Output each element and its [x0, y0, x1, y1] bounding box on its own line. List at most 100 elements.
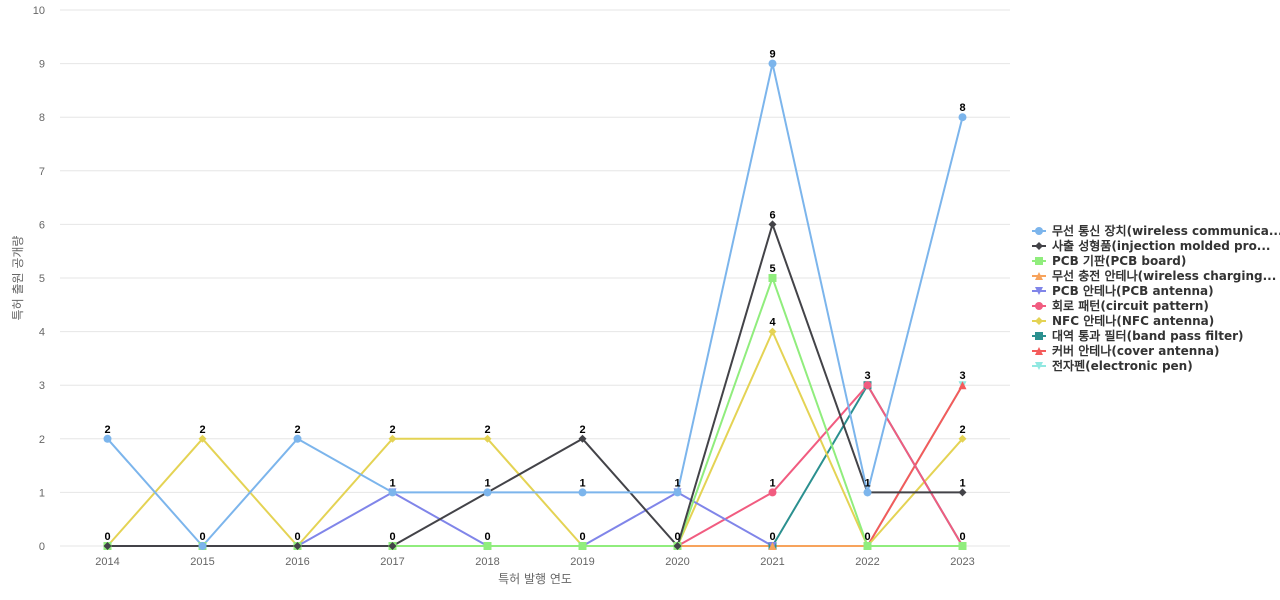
data-label: 0: [389, 531, 395, 543]
data-point: [293, 434, 302, 443]
legend-item[interactable]: 커버 안테나(cover antenna): [1032, 343, 1219, 358]
legend-label: 전자펜(electronic pen): [1052, 358, 1193, 373]
data-label: 2: [579, 424, 585, 436]
data-point: [198, 434, 207, 443]
data-point: [578, 542, 587, 550]
series-line: [106, 62, 964, 547]
x-tick-label: 2016: [285, 556, 309, 568]
data-label: 6: [769, 209, 775, 221]
data-point: [863, 381, 872, 390]
legend-marker: [1035, 242, 1043, 250]
legend-marker: [1035, 227, 1043, 235]
data-point: [388, 434, 397, 443]
data-point: [768, 327, 777, 336]
data-label: 2: [199, 424, 205, 436]
series-line: [107, 277, 963, 547]
data-label: 0: [104, 531, 110, 543]
y-tick-label: 9: [39, 59, 45, 71]
series-lines: [106, 62, 964, 547]
legend-marker: [1035, 257, 1043, 265]
x-axis-title: 특허 발행 연도: [498, 571, 572, 586]
x-tick-label: 2020: [665, 556, 689, 568]
data-label: 1: [579, 477, 585, 489]
x-tick-label: 2017: [380, 556, 404, 568]
data-point: [768, 542, 777, 550]
data-point: [483, 434, 492, 443]
legend: 무선 통신 장치(wireless communica...사출 성형품(inj…: [1032, 223, 1280, 373]
data-point: [198, 542, 207, 550]
data-label: 3: [864, 370, 870, 382]
data-point: [768, 220, 777, 229]
legend-item[interactable]: NFC 안테나(NFC antenna): [1032, 313, 1214, 328]
legend-item[interactable]: 회로 패턴(circuit pattern): [1032, 298, 1209, 313]
data-label: 0: [294, 531, 300, 543]
data-label: 1: [864, 477, 870, 489]
x-tick-label: 2018: [475, 556, 499, 568]
x-tick-label: 2021: [760, 556, 784, 568]
x-axis-ticks: 2014 2015 2016 2017 2018 2019 2020 2021 2022 2023: [95, 556, 974, 568]
legend-item[interactable]: 무선 통신 장치(wireless communica...: [1032, 223, 1280, 238]
legend-marker: [1035, 302, 1043, 310]
legend-item[interactable]: 무선 충전 안테나(wireless charging...: [1032, 268, 1276, 283]
y-tick-label: 5: [39, 273, 45, 285]
legend-marker: [1035, 332, 1043, 340]
x-tick-label: 2014: [95, 556, 119, 568]
data-point: [673, 542, 682, 550]
legend-label: NFC 안테나(NFC antenna): [1052, 313, 1214, 328]
legend-label: PCB 기판(PCB board): [1052, 253, 1186, 268]
legend-item[interactable]: PCB 안테나(PCB antenna): [1032, 283, 1214, 298]
data-label: 0: [674, 531, 680, 543]
data-label: 0: [959, 531, 965, 543]
legend-item[interactable]: 대역 통과 필터(band pass filter): [1032, 328, 1244, 343]
legend-label: 무선 통신 장치(wireless communica...: [1052, 223, 1280, 238]
data-label: 0: [199, 531, 205, 543]
legend-item[interactable]: 전자펜(electronic pen): [1032, 358, 1193, 373]
legend-marker: [1035, 317, 1043, 325]
data-label: 4: [769, 317, 776, 329]
x-tick-label: 2023: [950, 556, 974, 568]
data-point: [768, 488, 777, 497]
legend-label: 무선 충전 안테나(wireless charging...: [1052, 268, 1276, 283]
data-point: [103, 434, 112, 443]
data-point: [768, 59, 777, 68]
y-tick-label: 1: [39, 487, 45, 499]
grid-lines: [60, 9, 1010, 547]
data-point: [578, 488, 587, 497]
data-point: [958, 381, 967, 390]
data-label: 0: [769, 531, 775, 543]
data-label: 3: [959, 370, 965, 382]
data-point: [578, 434, 587, 443]
data-point: [293, 542, 302, 550]
legend-item[interactable]: PCB 기판(PCB board): [1032, 253, 1186, 268]
legend-label: 대역 통과 필터(band pass filter): [1052, 328, 1244, 343]
legend-marker: [1035, 347, 1043, 355]
data-label: 2: [959, 424, 965, 436]
y-tick-label: 2: [39, 434, 45, 446]
y-tick-label: 6: [39, 219, 45, 231]
data-point: [958, 542, 967, 550]
legend-label: PCB 안테나(PCB antenna): [1052, 283, 1214, 298]
data-label: 0: [864, 531, 870, 543]
data-label: 5: [769, 263, 775, 275]
legend-label: 커버 안테나(cover antenna): [1052, 343, 1219, 358]
y-axis-ticks: 0 1 2 3 4 5 6 7 8 9 10: [33, 5, 45, 553]
data-label: 2: [389, 424, 395, 436]
data-labels: 2 0 2 0 2 0 2 1 0 2 1 0 2 1 0 1 0 9 6 5 4 1 0 3 1 0 8 3 2 1 0: [104, 49, 965, 543]
legend-item[interactable]: 사출 성형품(injection molded pro...: [1032, 238, 1270, 253]
x-tick-label: 2019: [570, 556, 594, 568]
y-tick-label: 4: [39, 327, 45, 339]
data-point: [673, 488, 682, 497]
data-point: [958, 113, 967, 122]
data-point: [483, 488, 492, 497]
data-point: [388, 488, 397, 497]
series-line: [107, 491, 963, 547]
data-point: [863, 542, 872, 550]
x-tick-label: 2015: [190, 556, 214, 568]
data-label: 1: [769, 477, 775, 489]
data-label: 1: [674, 477, 680, 489]
data-label: 8: [959, 102, 965, 114]
legend-marker: [1035, 287, 1043, 295]
data-label: 2: [104, 424, 110, 436]
